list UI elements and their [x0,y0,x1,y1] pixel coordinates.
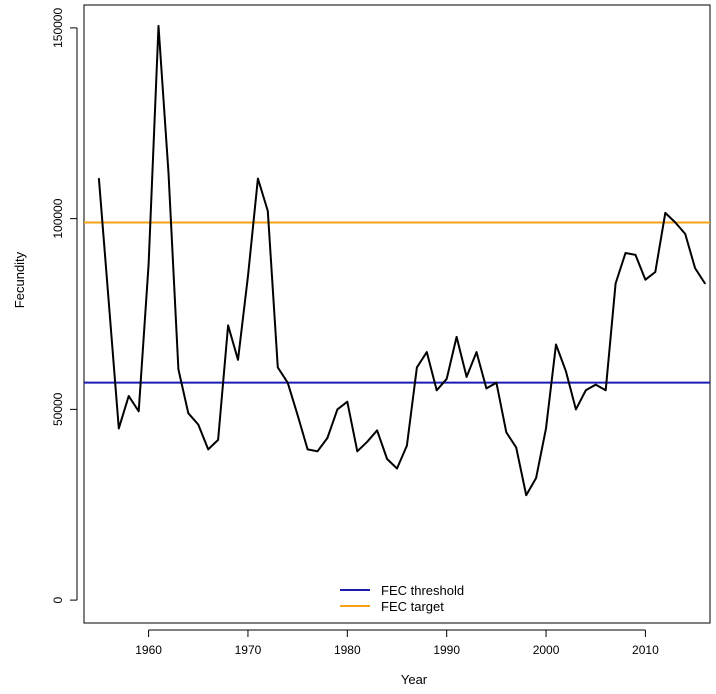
data-point [177,368,180,371]
data-point [495,381,498,384]
data-point [127,395,130,397]
data-point [624,252,627,254]
data-point [167,172,170,174]
data-point [316,450,319,453]
data-point [187,412,190,414]
y-tick-label: 0 [51,596,65,603]
series-group [97,25,706,497]
data-point [674,221,677,224]
data-point [217,439,219,441]
data-point [664,212,667,214]
data-point [157,25,160,27]
data-point [604,389,607,392]
data-point [197,423,200,426]
y-axis-title: Fecundity [12,251,27,308]
data-point [525,494,527,497]
data-point [644,278,647,281]
y-tick-label: 50000 [51,392,65,426]
data-point [435,389,438,392]
series-line-0 [97,25,706,497]
data-point [654,271,657,273]
data-point [455,336,458,338]
data-point [545,427,547,430]
data-point [396,467,398,470]
data-point [634,254,637,256]
data-point [237,358,239,361]
data-point [584,389,587,392]
x-tick-label: 2000 [533,643,560,657]
data-point [465,376,468,378]
data-point [684,233,686,235]
x-axis-title: Year [401,672,428,687]
data-point [346,400,349,403]
data-point [505,431,508,434]
data-point [416,366,418,369]
data-point [594,383,597,386]
data-point [555,343,557,346]
y-tick-label: 150000 [51,8,65,48]
data-point [286,381,289,384]
legend-label-1: FEC target [381,599,444,614]
data-point [565,370,567,373]
data-point [117,427,120,430]
data-point [614,282,617,285]
data-point [426,351,428,353]
data-point [356,450,359,453]
data-point [207,448,210,451]
y-tick-label: 100000 [51,198,65,238]
legend-label-0: FEC threshold [381,583,464,598]
data-point [326,437,329,439]
data-point [276,366,279,369]
data-point [575,408,577,411]
data-point [376,429,378,432]
data-point [704,282,706,285]
x-tick-label: 1990 [433,643,460,657]
data-point [336,408,339,411]
data-point [485,387,488,390]
data-point [267,210,269,212]
data-point [247,275,249,277]
data-point [108,301,110,304]
data-point [306,448,309,451]
x-axis: 1960 1970 1980 1990 2000 2010 [135,629,659,657]
x-tick-label: 1960 [135,643,162,657]
x-tick-label: 1980 [334,643,361,657]
x-tick-label: 2010 [632,643,659,657]
data-point [366,440,368,443]
data-point [296,414,299,416]
data-point [406,444,408,447]
data-point [137,410,140,413]
data-point [694,267,696,270]
data-point [535,477,537,479]
x-tick-label: 1970 [235,643,262,657]
data-point [227,324,229,327]
data-point [147,263,150,266]
data-point [515,446,518,449]
data-point [98,177,100,180]
data-point [386,458,388,460]
data-point [257,177,259,180]
y-axis: 0 50000 100000 150000 [51,8,78,603]
plot-frame [83,4,711,624]
data-point [445,378,448,380]
data-point [475,351,478,353]
